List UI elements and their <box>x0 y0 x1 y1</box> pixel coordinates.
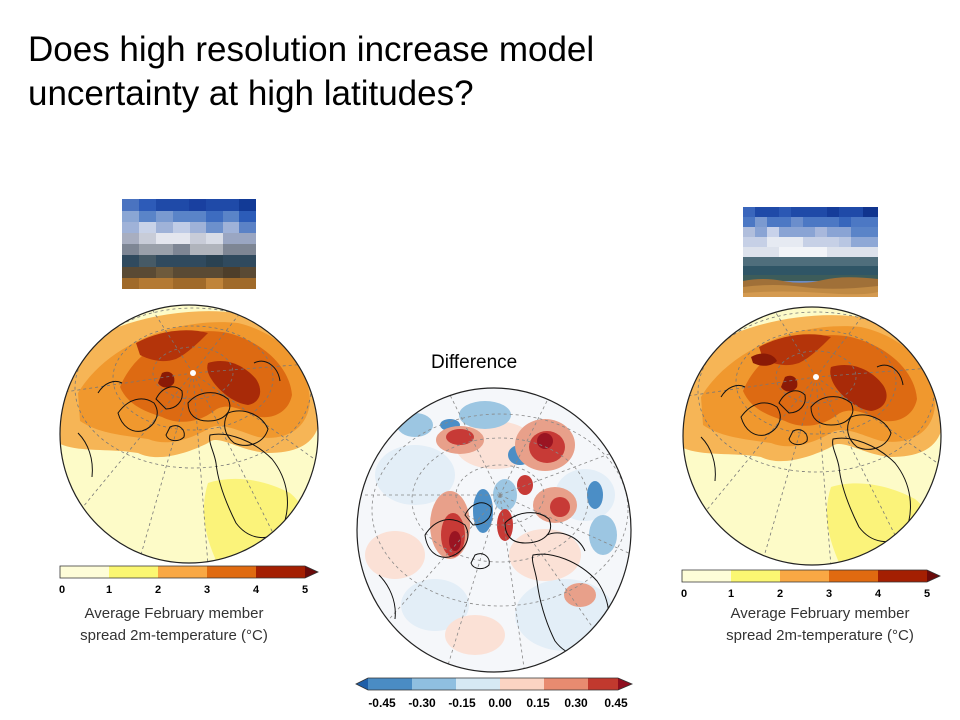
left-caption: Average February member spread 2m-temper… <box>44 603 304 647</box>
left-spread-globe-map <box>59 304 319 564</box>
right-colorbar: 0 1 2 3 4 5 <box>681 569 941 600</box>
left-colorbar-swatch <box>207 566 256 578</box>
left-colorbar-swatches <box>59 565 319 579</box>
center-colorbar-swatch <box>500 678 544 690</box>
right-colorbar-swatch <box>731 570 780 582</box>
center-colorbar-swatch <box>544 678 588 690</box>
center-colorbar-tick: 0.45 <box>604 696 628 710</box>
low-resolution-landscape-image <box>122 199 256 289</box>
left-colorbar-swatch <box>158 566 207 578</box>
left-colorbar-swatch <box>60 566 109 578</box>
left-colorbar-tick: 2 <box>155 584 161 596</box>
right-colorbar-swatch <box>878 570 927 582</box>
slide-title: Does high resolution increase model unce… <box>28 28 594 116</box>
left-colorbar-swatch <box>256 566 305 578</box>
right-colorbar-tick: 4 <box>875 588 882 600</box>
right-colorbar-tick: 3 <box>826 588 832 600</box>
center-colorbar-extend-arrow-high <box>618 678 632 690</box>
center-colorbar-tick: 0.15 <box>526 696 550 710</box>
left-colorbar-tick: 3 <box>204 584 210 596</box>
center-colorbar-swatch <box>456 678 500 690</box>
right-colorbar-swatch <box>682 570 731 582</box>
right-caption-line-1: Average February member <box>730 605 910 622</box>
left-colorbar-swatch <box>109 566 158 578</box>
center-colorbar-tick: -0.15 <box>448 696 476 710</box>
slide-title-line-2: uncertainty at high latitudes? <box>28 74 474 113</box>
center-colorbar: -0.45 -0.30 -0.15 0.00 0.15 0.30 0.45 <box>355 677 634 710</box>
left-colorbar-tick: 0 <box>59 584 65 596</box>
right-colorbar-tick: 1 <box>728 588 734 600</box>
center-colorbar-swatch <box>588 678 618 690</box>
left-colorbar-tick: 1 <box>106 584 112 596</box>
right-colorbar-swatches <box>681 569 941 583</box>
slide-title-line-1: Does high resolution increase model <box>28 30 595 69</box>
left-colorbar-tick: 4 <box>253 584 260 596</box>
right-caption: Average February member spread 2m-temper… <box>690 603 950 647</box>
left-colorbar-extend-arrow <box>305 566 318 578</box>
high-resolution-landscape-image <box>743 207 878 297</box>
center-colorbar-swatch <box>412 678 456 690</box>
center-colorbar-tick: -0.45 <box>368 696 396 710</box>
left-caption-line-2: spread 2m-temperature (°C) <box>80 627 268 644</box>
right-caption-line-2: spread 2m-temperature (°C) <box>726 627 914 644</box>
center-colorbar-tick: -0.30 <box>408 696 436 710</box>
right-colorbar-extend-arrow <box>927 570 940 582</box>
difference-globe-map <box>356 387 632 673</box>
left-colorbar-tick: 5 <box>302 584 308 596</box>
center-colorbar-tick: 0.00 <box>488 696 512 710</box>
left-colorbar: 0 1 2 3 4 5 <box>59 565 319 596</box>
right-colorbar-swatch <box>829 570 878 582</box>
center-colorbar-extend-arrow-low <box>356 678 368 690</box>
center-colorbar-tick: 0.30 <box>564 696 588 710</box>
center-colorbar-swatch <box>368 678 412 690</box>
center-colorbar-swatches <box>355 677 634 691</box>
right-colorbar-tick: 0 <box>681 588 687 600</box>
right-spread-globe-map <box>682 306 942 566</box>
left-caption-line-1: Average February member <box>84 605 264 622</box>
right-colorbar-swatch <box>780 570 829 582</box>
right-colorbar-tick: 5 <box>924 588 930 600</box>
right-colorbar-tick: 2 <box>777 588 783 600</box>
difference-label: Difference <box>431 352 518 373</box>
